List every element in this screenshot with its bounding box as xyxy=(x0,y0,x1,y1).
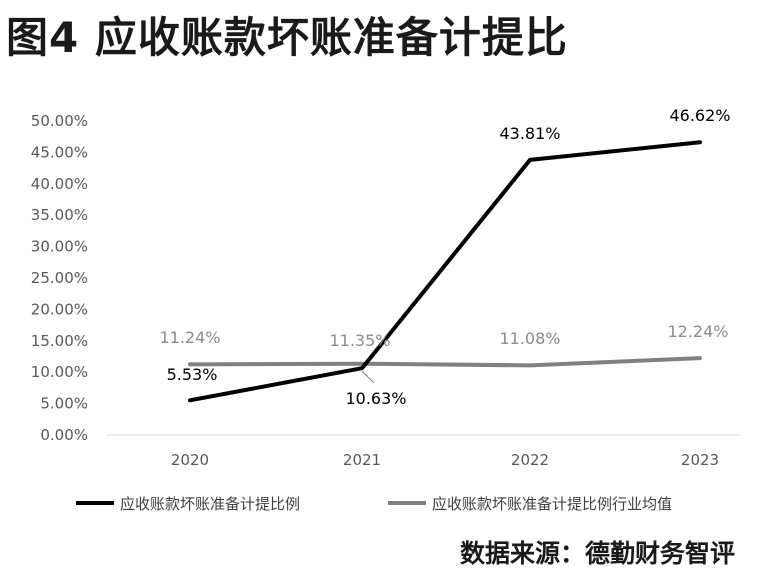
data-label-industry-avg: 11.08% xyxy=(499,329,560,348)
y-tick-label: 50.00% xyxy=(31,112,88,130)
y-tick-label: 15.00% xyxy=(31,332,88,350)
series-line-ratio xyxy=(188,140,702,403)
y-tick-label: 35.00% xyxy=(31,206,88,224)
page-title: 图4 应收账款坏账准备计提比 xyxy=(6,13,568,62)
source-note: 数据来源：德勤财务智评 xyxy=(459,539,735,568)
data-label-industry-avg: 12.24% xyxy=(667,322,728,341)
x-tick-label: 2021 xyxy=(343,451,381,469)
series-line-industry-avg xyxy=(188,356,702,368)
data-label-ratio: 5.53% xyxy=(167,365,218,384)
x-tick-label: 2020 xyxy=(171,451,209,469)
y-tick-label: 10.00% xyxy=(31,363,88,381)
y-tick-label: 25.00% xyxy=(31,269,88,287)
y-tick-label: 20.00% xyxy=(31,300,88,318)
legend-label-industry-avg: 应收账款坏账准备计提比例行业均值 xyxy=(432,495,672,513)
y-tick-label: 40.00% xyxy=(31,175,88,193)
data-label-industry-avg: 11.35% xyxy=(329,331,390,350)
data-label-ratio: 43.81% xyxy=(499,124,560,143)
x-axis: 2020 2021 2022 2023 xyxy=(171,451,719,469)
data-label-ratio: 10.63% xyxy=(345,389,406,408)
data-label-ratio: 46.62% xyxy=(669,106,730,125)
legend-label-ratio: 应收账款坏账准备计提比例 xyxy=(120,495,300,513)
y-axis: 0.00% 5.00% 10.00% 15.00% 20.00% 25.00% 30.00%… xyxy=(31,112,88,444)
y-tick-label: 5.00% xyxy=(40,395,88,413)
y-tick-label: 30.00% xyxy=(31,238,88,256)
data-label-industry-avg: 11.24% xyxy=(159,328,220,347)
x-tick-label: 2022 xyxy=(511,451,549,469)
x-tick-label: 2023 xyxy=(681,451,719,469)
data-labels: 5.53% 10.63% 43.81% 46.62% 11.24% 11.35% 11.08… xyxy=(159,106,730,408)
legend: 应收账款坏账准备计提比例 应收账款坏账准备计提比例行业均值 xyxy=(76,495,672,513)
series-group xyxy=(188,140,702,403)
y-tick-label: 0.00% xyxy=(40,426,88,444)
y-tick-label: 45.00% xyxy=(31,143,88,161)
label-leader-line xyxy=(361,370,375,384)
